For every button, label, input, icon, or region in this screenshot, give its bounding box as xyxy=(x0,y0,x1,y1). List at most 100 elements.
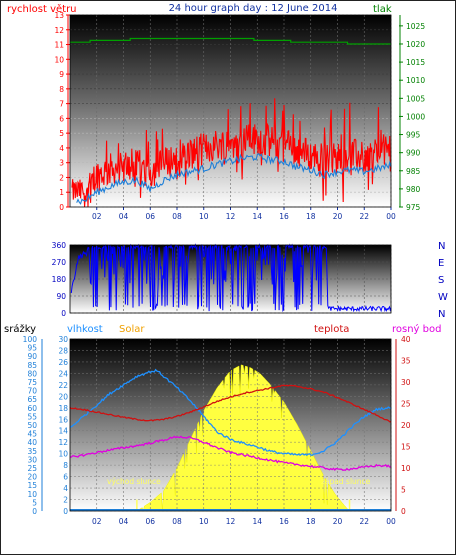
time-tick-label: 16 xyxy=(279,517,289,526)
pressure-tick-label: 1005 xyxy=(406,94,425,103)
pressure-tick-label: 990 xyxy=(406,149,421,158)
humidity-tick-label: 22 xyxy=(58,381,68,390)
pressure-tick-label: 1025 xyxy=(406,22,425,31)
rain-tick-label: 35 xyxy=(27,447,37,456)
wind-tick-label: 3 xyxy=(59,159,64,168)
wind-tick-label: 13 xyxy=(54,11,64,20)
pressure-tick-label: 1015 xyxy=(406,58,425,67)
humidity-tick-label: 24 xyxy=(58,369,68,378)
solar-area xyxy=(136,364,351,512)
time-tick-label: 22 xyxy=(359,212,369,221)
time-tick-label: 22 xyxy=(359,517,369,526)
humidity-tick-label: 28 xyxy=(58,346,68,355)
pressure-tick-label: 975 xyxy=(406,203,421,212)
wind-tick-label: 12 xyxy=(54,26,64,35)
rain-tick-label: 75 xyxy=(27,378,37,387)
time-tick-label: 06 xyxy=(145,212,155,221)
wind-tick-label: 2 xyxy=(59,173,64,182)
temp-tick-label: 40 xyxy=(401,335,411,344)
humidity-tick-label: 0 xyxy=(63,507,68,516)
time-tick-label: 12 xyxy=(226,517,236,526)
time-tick-label: 04 xyxy=(119,212,129,221)
humidity-tick-label: 8 xyxy=(63,461,68,470)
wind-tick-label: 10 xyxy=(54,55,64,64)
sunrise-annotation: východ slunce xyxy=(107,477,161,486)
pressure-tick-label: 980 xyxy=(406,185,421,194)
time-tick-label: 18 xyxy=(306,212,316,221)
rain-tick-label: 15 xyxy=(27,481,37,490)
humidity-tick-label: 10 xyxy=(58,450,68,459)
humidity-tick-label: 4 xyxy=(63,484,68,493)
temp-tick-label: 5 xyxy=(401,486,406,495)
compass-label: E xyxy=(438,258,444,269)
temp-tick-label: 25 xyxy=(401,400,411,409)
sunset-annotation: západ slunce xyxy=(321,477,371,486)
pressure-tick-label: 985 xyxy=(406,167,421,176)
chart-title: 24 hour graph day : 12 June 2014 xyxy=(169,3,338,14)
time-tick-label: 02 xyxy=(92,212,102,221)
time-tick-label: 04 xyxy=(119,517,129,526)
time-tick-label: 02 xyxy=(92,517,102,526)
wind-tick-label: 6 xyxy=(59,114,64,123)
humidity-tick-label: 6 xyxy=(63,473,68,482)
wind-tick-label: 1 xyxy=(59,188,64,197)
plot-border xyxy=(69,244,392,314)
wind-tick-label: 7 xyxy=(59,100,64,109)
pressure-axis-label: tlak xyxy=(373,4,392,15)
wind-tick-label: 4 xyxy=(59,144,64,153)
rain-tick-label: 95 xyxy=(27,344,37,353)
pressure-series xyxy=(70,37,391,45)
humidity-axis-label: vlhkost xyxy=(67,324,103,335)
wind-speed-series xyxy=(71,98,392,208)
rain-tick-label: 80 xyxy=(27,369,37,378)
wind-tick-label: 8 xyxy=(59,85,64,94)
temp-tick-label: 20 xyxy=(401,421,411,430)
dewpoint-axis-label: rosný bod xyxy=(392,323,441,335)
dewpoint-series xyxy=(69,435,392,472)
plot-border xyxy=(69,14,392,208)
humidity-series xyxy=(69,368,392,457)
rain-tick-label: 0 xyxy=(32,507,37,516)
time-tick-label: 08 xyxy=(172,212,182,221)
time-tick-label: 10 xyxy=(199,517,209,526)
wind-tick-label: 9 xyxy=(59,70,64,79)
temperature-axis-label: teplota xyxy=(314,324,349,335)
rain-tick-label: 70 xyxy=(27,387,37,396)
wind-average-series xyxy=(76,152,392,205)
time-tick-label: 18 xyxy=(306,517,316,526)
rain-tick-label: 20 xyxy=(27,473,37,482)
rain-tick-label: 50 xyxy=(27,421,37,430)
humidity-tick-label: 2 xyxy=(63,496,68,505)
wind-tick-label: 5 xyxy=(59,129,64,138)
temp-tick-label: 15 xyxy=(401,443,411,452)
rain-tick-label: 55 xyxy=(27,412,37,421)
rain-tick-label: 60 xyxy=(27,404,37,413)
wind-axis-label: rychlost větru xyxy=(7,3,77,15)
compass-label: S xyxy=(438,275,444,286)
humidity-tick-label: 18 xyxy=(58,404,68,413)
humidity-tick-label: 12 xyxy=(58,438,68,447)
rain-tick-label: 5 xyxy=(32,498,37,507)
temp-tick-label: 10 xyxy=(401,464,411,473)
pressure-tick-label: 995 xyxy=(406,131,421,140)
humidity-tick-label: 14 xyxy=(58,427,68,436)
rain-tick-label: 40 xyxy=(27,438,37,447)
rain-tick-label: 100 xyxy=(23,335,38,344)
rain-tick-label: 45 xyxy=(27,430,37,439)
time-tick-label: 16 xyxy=(279,212,289,221)
time-tick-label: 00 xyxy=(386,212,396,221)
wind-tick-label: 0 xyxy=(59,203,64,212)
pressure-tick-label: 1020 xyxy=(406,40,425,49)
wind-tick-label: 11 xyxy=(54,41,64,50)
time-tick-label: 10 xyxy=(199,212,209,221)
time-tick-label: 14 xyxy=(252,517,262,526)
time-tick-label: 00 xyxy=(386,517,396,526)
time-tick-label: 08 xyxy=(172,517,182,526)
rain-tick-label: 90 xyxy=(27,352,37,361)
direction-tick-label: 360 xyxy=(52,241,67,250)
time-tick-label: 06 xyxy=(145,517,155,526)
humidity-tick-label: 16 xyxy=(58,415,68,424)
humidity-tick-label: 20 xyxy=(58,392,68,401)
